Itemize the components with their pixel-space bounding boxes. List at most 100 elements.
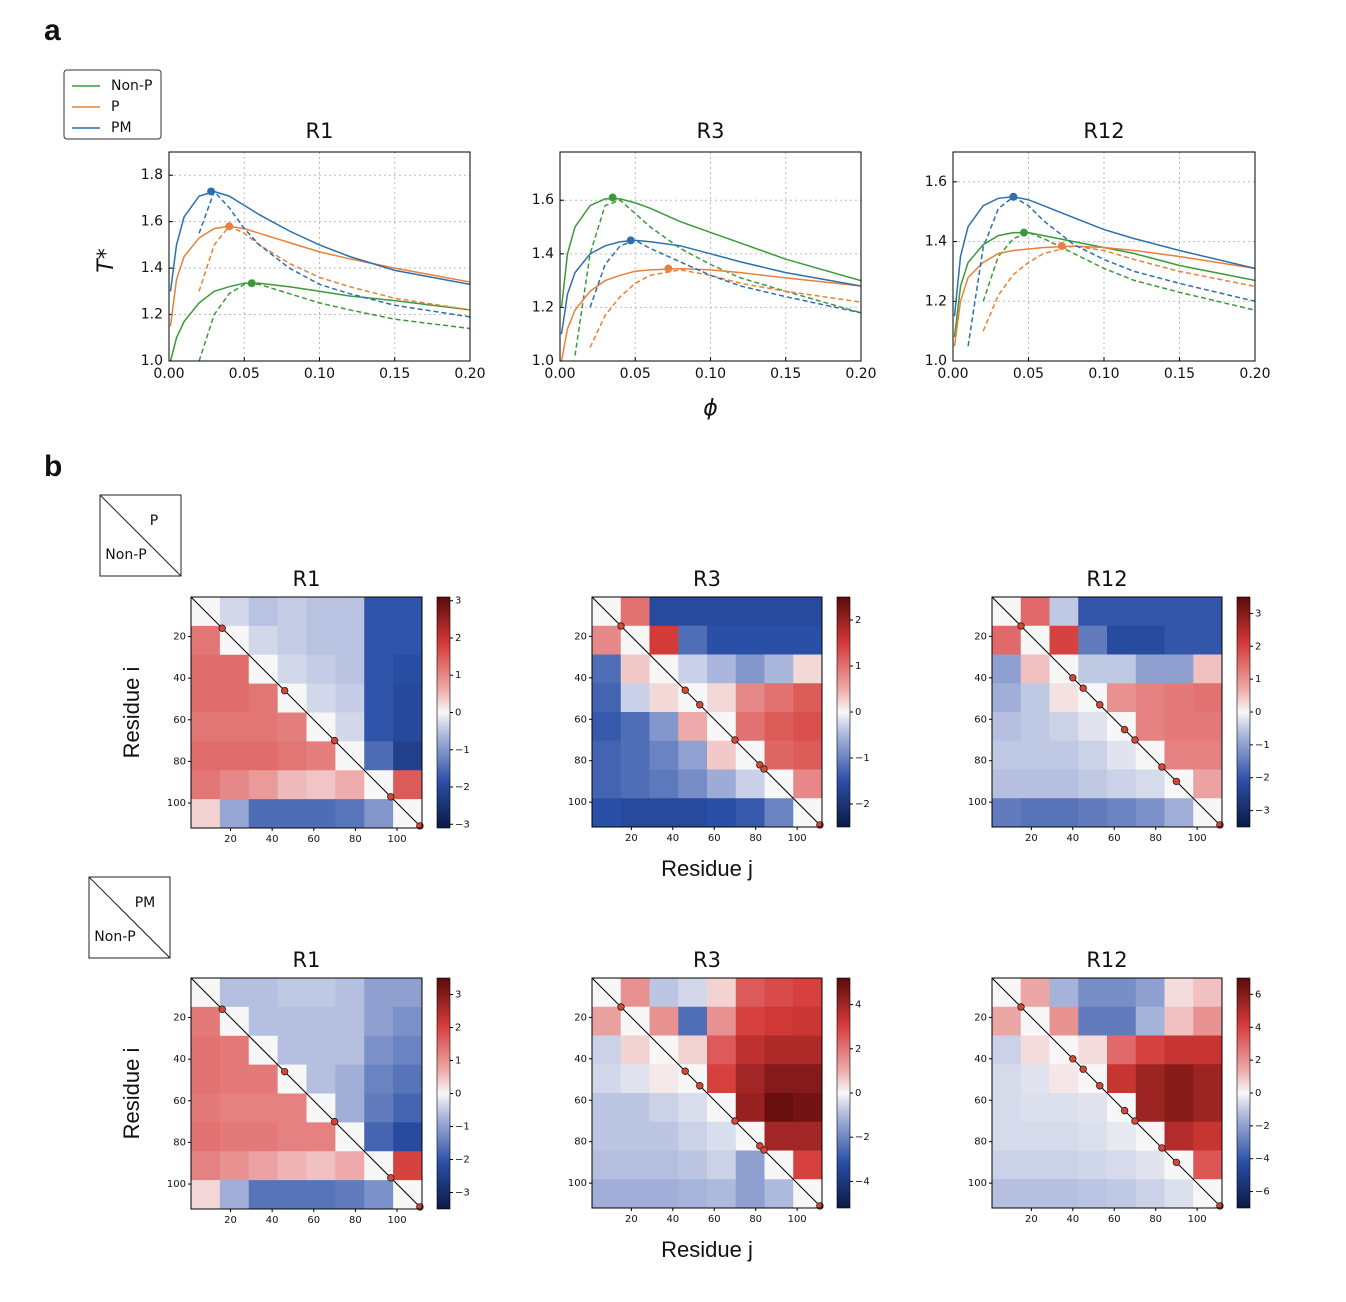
heatmap-cell [306,1035,336,1066]
heatmap-cell [1020,798,1050,828]
heatmap-cell [620,1035,650,1065]
heatmap-cell [620,1150,650,1180]
heatmap-cell [764,798,794,828]
heatmap-cell [248,1093,279,1123]
heatmap-cell [678,712,708,742]
plot: 0.00 0.05 0.10 0.15 0.20 1.0 1.2 1.4 1.6 R3 ϕ [532,119,877,421]
y-tick-label: 1.4 [141,260,163,276]
critical-point [207,187,216,196]
colorbar-tick-label: −2 [1255,773,1270,784]
site-marker [1069,674,1077,682]
heatmap-cell [1107,625,1137,655]
heatmap: 20 40 60 80 100 20 40 60 80 100 −3 −2 −1 0 1 2 3 R1 Residu… [119,948,470,1226]
heatmap-cell [219,978,250,1008]
heatmap-cell [335,770,365,800]
heatmap-cell [735,1006,765,1036]
heatmap-cell [1135,1035,1165,1065]
heatmap: 20 40 60 80 100 20 40 60 80 100 −4 −2 0 2 4 R3 Residue j [568,948,870,1262]
heatmap-cell [1193,1064,1223,1094]
heatmap-cell [1020,654,1050,684]
heatmap-cell [1164,1064,1194,1094]
heatmap-cell [735,1093,765,1123]
x-axis-label: Residue j [661,856,753,881]
site-marker [681,686,689,694]
heatmap-cell [1107,740,1137,770]
heatmap-cell [219,741,250,771]
heatmap-cell [1020,712,1050,742]
x-tick-label: 0.05 [229,366,260,382]
x-tick-label: 0.15 [770,366,801,382]
heatmap-cell [1107,1150,1137,1180]
heatmap-cell [1078,712,1108,742]
heatmap-cell [793,769,823,799]
heatmap-cell [219,1122,250,1152]
heatmap-cell [335,1093,365,1123]
heatmap-cell [1193,654,1223,684]
heatmap-cell [191,654,221,685]
heatmap-cell [793,597,823,627]
x-tick-label: 80 [1149,1214,1162,1225]
heatmap-cell [191,770,221,800]
heatmap-cell [219,654,250,685]
plot-frame [591,977,823,1209]
heatmap-cell [992,654,1022,684]
y-tick-label: 60 [173,1096,186,1107]
key-lower: Non-P [105,547,146,563]
heatmap-cell [793,625,823,655]
heatmap-cell [1193,769,1223,799]
heatmap-cell [764,683,794,713]
heatmap-cell [219,712,250,742]
heatmap-cell [592,769,622,799]
heatmap-cell [678,625,708,655]
heatmap-cell [277,712,307,742]
heatmap-cell [764,978,794,1008]
site-marker [760,1146,768,1154]
heatmap-cell [393,597,423,627]
heatmap-cell [364,1006,394,1037]
heatmap-cell [248,978,279,1008]
key-diagonal [99,494,182,577]
heatmap-cell [248,683,279,713]
colorbar-tick-label: −3 [455,819,470,830]
y-tick-label: 80 [173,756,186,767]
heatmap-cell [1020,1035,1050,1065]
heatmap-cell [1107,654,1137,684]
heatmap-cell [620,1121,650,1151]
heatmap-cell [592,740,622,770]
heatmap-cell [1193,1006,1223,1036]
legend: Non-P P PM [63,69,162,140]
heatmap-cell [1020,769,1050,799]
heatmap-cell [1049,683,1079,713]
heatmap-cell [1193,712,1223,742]
chart-title: R1 [293,948,321,972]
heatmap-cell [393,1035,423,1066]
site-marker [731,736,739,744]
heatmap-cell [793,1035,823,1065]
heatmap: 20 40 60 80 100 20 40 60 80 100 −3 −2 −1 0 1 2 3 R1 Residu… [119,567,470,845]
heatmap-cell [1078,597,1108,627]
x-tick-label: 80 [349,1215,362,1226]
heatmap-cell [1078,1093,1108,1123]
heatmap-cell [1164,798,1194,828]
heatmap-cell [620,597,650,627]
plot-frame [991,596,1223,828]
heatmap-cell [191,1064,221,1094]
heatmap-cell [306,1180,336,1210]
panel-label: a [44,14,61,47]
colorbar-tick-label: 2 [1255,641,1261,652]
heatmap-cell [191,741,221,771]
heatmap-cell [707,1179,737,1209]
site-marker [1172,1158,1181,1167]
x-tick-label: 20 [625,1214,638,1225]
site-marker [1069,1055,1077,1063]
heatmap-cell [248,1151,279,1181]
x-tick-label: 100 [788,1214,807,1225]
x-tick-label: 60 [307,834,320,845]
heatmap-cell [649,740,679,770]
colorbar-tick-label: −1 [455,745,470,756]
colorbar-tick-label: −2 [455,782,470,793]
diagonal [591,977,823,1209]
heatmap-cell [1049,1006,1079,1036]
binodal-line [953,196,1255,317]
y-tick-label: 60 [974,1095,987,1106]
